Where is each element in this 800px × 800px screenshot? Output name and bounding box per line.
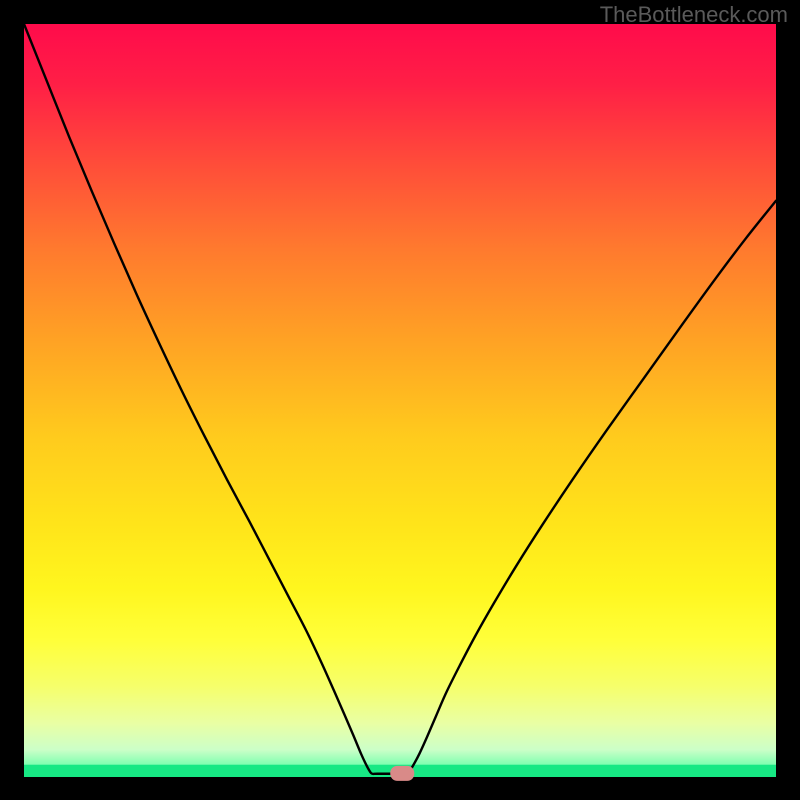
watermark-text: TheBottleneck.com: [600, 2, 788, 28]
gradient-background: [24, 24, 776, 776]
chart-container: TheBottleneck.com: [0, 0, 800, 800]
optimum-marker: [390, 766, 414, 781]
chart-svg: [0, 0, 800, 800]
